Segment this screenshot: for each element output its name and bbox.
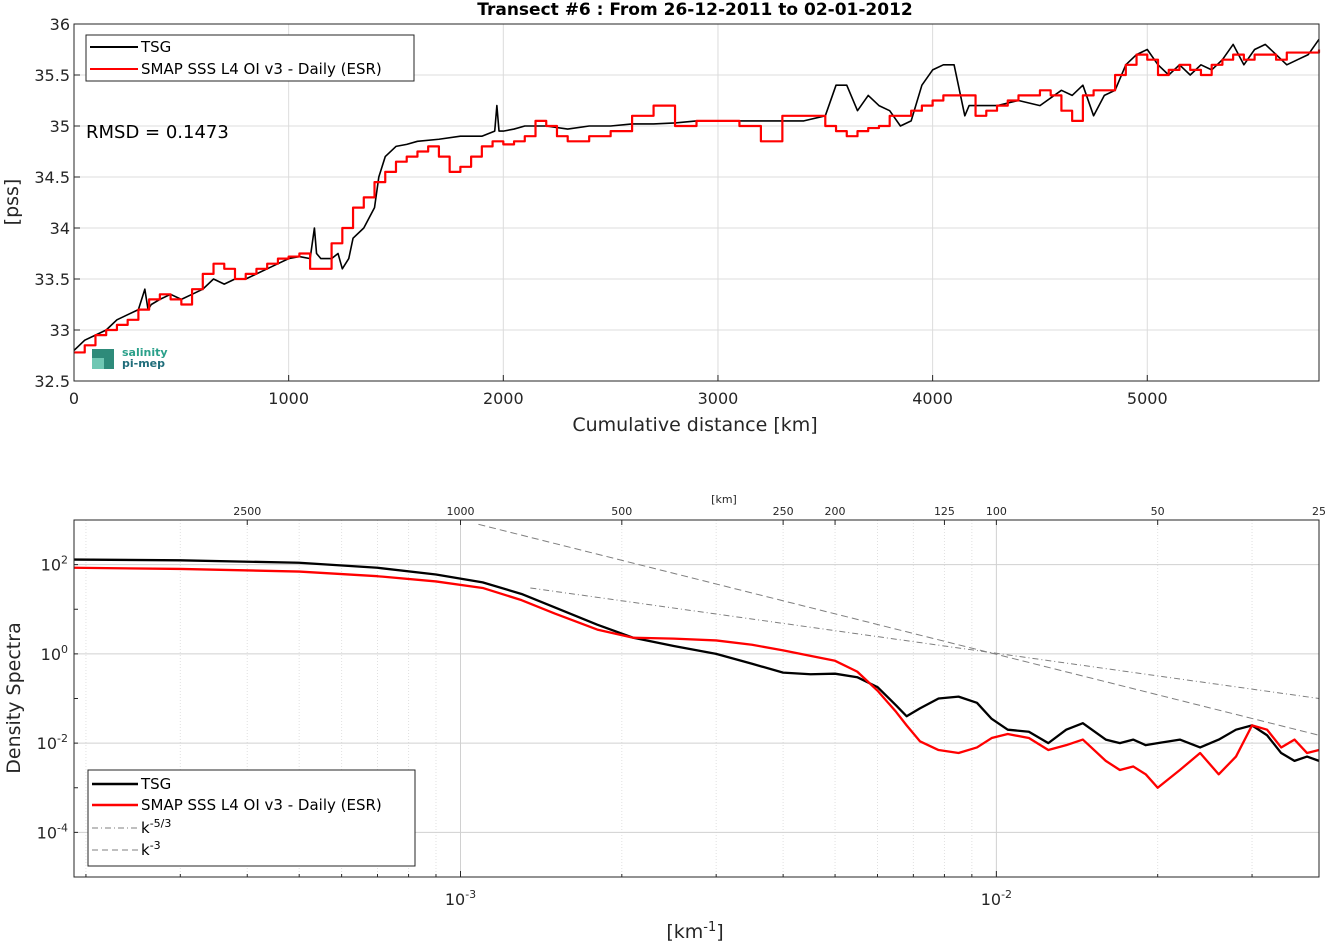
reference-line-k3 — [478, 523, 1320, 736]
y-tick-label: 102 — [41, 554, 68, 575]
legend-top: TSG SMAP SSS L4 OI v3 - Daily (ESR) — [85, 34, 415, 82]
salinity-pimep-logo: salinity pi-mep — [92, 346, 168, 370]
y-tick-label: 35.5 — [34, 66, 70, 85]
spectrum-line-tsg — [73, 558, 1320, 763]
chart-title: Transect #6 : From 26-12-2011 to 02-01-2… — [477, 0, 913, 20]
y-tick-label: 33.5 — [34, 270, 70, 289]
top-tick-label: 200 — [825, 505, 846, 518]
ticks-top: 0 1000 2000 3000 4000 5000 32.5 33 33.5 34 34.5 35 3… — [34, 15, 1167, 408]
top-tick-label: 100 — [986, 505, 1007, 518]
logo-text-line1: salinity — [122, 346, 168, 359]
ticks-bottom: 10-3 10-2 102 100 10-2 10-4 — [37, 519, 1320, 909]
y-tick-label: 34 — [50, 219, 70, 238]
plot-area-top — [74, 24, 1319, 381]
x-tick-label: 2000 — [483, 389, 524, 408]
top-tick-label: 500 — [611, 505, 632, 518]
x-tick-label: 1000 — [268, 389, 309, 408]
x-tick-label: 0 — [69, 389, 79, 408]
top-axis-label: [km] — [711, 493, 737, 506]
x-tick-label: 10-2 — [981, 888, 1012, 909]
top-tick-label: 2500 — [233, 505, 261, 518]
y-tick-label: 10-2 — [37, 732, 68, 753]
logo-text-line2: pi-mep — [122, 357, 165, 370]
x-tick-label: 5000 — [1127, 389, 1168, 408]
y-tick-label: 33 — [50, 321, 70, 340]
y-tick-label: 34.5 — [34, 168, 70, 187]
top-axis-ticks: 2500 1000 500 250 200 125 100 50 25 — [233, 505, 1326, 525]
legend-label-tsg-bottom: TSG — [140, 775, 171, 793]
y-tick-label: 36 — [50, 15, 70, 34]
rmsd-annotation: RMSD = 0.1473 — [86, 122, 229, 143]
top-tick-label: 1000 — [446, 505, 474, 518]
top-tick-label: 250 — [773, 505, 794, 518]
series-lines-bottom — [73, 523, 1320, 789]
top-tick-label: 125 — [934, 505, 955, 518]
x-tick-label: 10-3 — [445, 888, 476, 909]
x-axis-label-top: Cumulative distance [km] — [572, 414, 817, 436]
legend-box-top — [85, 34, 415, 82]
top-tick-label: 50 — [1151, 505, 1165, 518]
reference-line-k53 — [530, 587, 1320, 699]
logo-icon-accent — [92, 358, 104, 369]
x-tick-label: 4000 — [912, 389, 953, 408]
plot-frame-top — [73, 23, 1320, 382]
series-lines-top — [73, 38, 1321, 354]
legend-label-smap-bottom: SMAP SSS L4 OI v3 - Daily (ESR) — [141, 796, 382, 814]
y-axis-label-top: [pss] — [1, 179, 23, 226]
y-tick-label: 10-4 — [37, 821, 68, 842]
legend-bottom: TSG SMAP SSS L4 OI v3 - Daily (ESR) k-5/… — [87, 769, 416, 867]
legend-label-smap: SMAP SSS L4 OI v3 - Daily (ESR) — [141, 60, 382, 78]
y-tick-label: 32.5 — [34, 372, 70, 391]
legend-label-tsg: TSG — [140, 38, 171, 56]
x-tick-label: 3000 — [698, 389, 739, 408]
x-axis-label-bottom: [km-1] — [666, 920, 723, 942]
spectrum-line-smap — [73, 566, 1320, 789]
y-axis-label-bottom: Density Spectra — [3, 622, 25, 773]
transect-chart: Transect #6 : From 26-12-2011 to 02-01-2… — [1, 0, 1321, 436]
top-tick-label: 25 — [1312, 505, 1326, 518]
legend-box-bottom — [87, 769, 416, 867]
spectra-chart: 10-3 10-2 102 100 10-2 10-4 2500 1000 500 250 200… — [3, 493, 1326, 942]
y-tick-label: 35 — [50, 117, 70, 136]
series-line-smap — [74, 49, 1321, 354]
y-tick-label: 100 — [41, 643, 68, 664]
